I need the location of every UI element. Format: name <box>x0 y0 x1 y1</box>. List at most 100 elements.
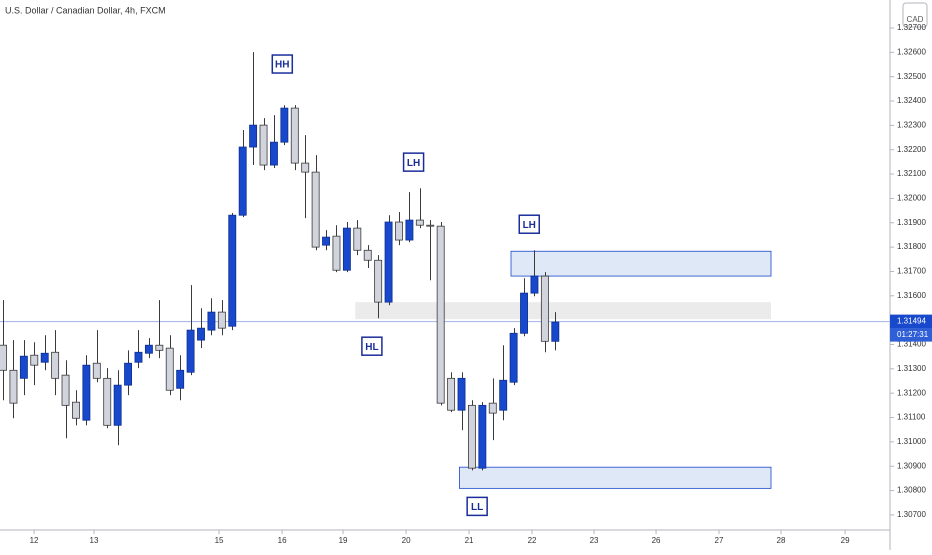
countdown-box <box>890 328 932 342</box>
y-tick-label: 1.30800 <box>897 486 926 495</box>
y-tick-label: 1.32000 <box>897 194 926 203</box>
candle-body <box>61 374 70 406</box>
x-tick-label: 23 <box>590 536 599 545</box>
zone <box>355 302 771 320</box>
annotation-box <box>402 152 425 172</box>
candle-body <box>72 401 80 419</box>
x-tick-label: 29 <box>841 536 850 545</box>
price-label: 1.31494 <box>897 317 926 326</box>
candle-body <box>280 107 289 143</box>
zone <box>510 250 772 277</box>
candle-body <box>249 124 258 148</box>
annotation-label: LH <box>523 220 536 231</box>
candle-body <box>197 327 205 341</box>
candle-body <box>82 364 91 421</box>
y-tick-label: 1.31700 <box>897 267 926 276</box>
candle-body <box>40 352 49 363</box>
candle-body <box>228 214 237 327</box>
chart-title: U.S. Dollar / Canadian Dollar, 4h, FXCM <box>5 5 166 15</box>
y-tick-label: 1.31600 <box>897 291 926 300</box>
y-tick-label: 1.31300 <box>897 364 926 373</box>
annotation-label: LL <box>471 502 483 513</box>
x-tick-label: 16 <box>278 536 287 545</box>
candle-body <box>238 146 247 216</box>
candle-body <box>540 275 549 342</box>
annotation-label: HH <box>275 60 289 71</box>
x-tick-label: 26 <box>652 536 661 545</box>
candle-body <box>217 311 226 329</box>
x-tick-label: 21 <box>465 536 474 545</box>
candle-body <box>176 369 185 389</box>
candle-body <box>207 311 216 331</box>
zone <box>459 466 772 489</box>
candle-body <box>436 225 445 404</box>
y-tick-label: 1.32400 <box>897 96 926 105</box>
x-tick-label: 19 <box>339 536 348 545</box>
x-tick-label: 22 <box>528 536 537 545</box>
annotation-box <box>518 214 540 234</box>
candle-body <box>322 236 330 246</box>
candle-body <box>155 344 164 351</box>
y-tick-label: 1.32700 <box>897 23 926 32</box>
candle-body <box>478 404 487 469</box>
y-tick-label: 1.32300 <box>897 120 926 129</box>
y-tick-label: 1.30700 <box>897 510 926 519</box>
candle-body <box>113 384 122 426</box>
candle-body <box>426 224 435 227</box>
candle-body <box>311 171 320 248</box>
candle-body <box>530 275 539 294</box>
candle-body <box>520 292 528 334</box>
candle-body <box>259 124 268 166</box>
y-tick-label: 1.31400 <box>897 340 926 349</box>
y-tick-label: 1.32500 <box>897 72 926 81</box>
candle-body <box>186 329 195 373</box>
y-tick-label: 1.31800 <box>897 242 926 251</box>
currency-badge[interactable] <box>902 2 928 28</box>
candle-body <box>457 377 466 411</box>
annotation-box <box>466 496 488 517</box>
candle-body <box>144 344 153 354</box>
candle-body <box>342 227 351 271</box>
candle-body <box>92 362 101 379</box>
price-label-box <box>890 314 932 329</box>
candle-body <box>51 351 60 379</box>
y-tick-label: 1.32100 <box>897 169 926 178</box>
annotation-label: HL <box>365 342 378 353</box>
annotation-box <box>271 54 294 74</box>
x-tick-label: 13 <box>90 536 99 545</box>
candle-body <box>395 221 403 241</box>
candle-body <box>447 377 456 411</box>
candle-body <box>499 379 508 411</box>
candle-body <box>301 162 310 173</box>
candle-body <box>134 351 143 363</box>
candle-body <box>353 227 362 251</box>
x-tick-label: 28 <box>777 536 786 545</box>
candle-body <box>374 259 383 303</box>
candle-body <box>124 362 133 386</box>
countdown-label: 01:27:31 <box>897 330 929 339</box>
candle-body <box>270 141 278 166</box>
candle-body <box>488 402 497 414</box>
candle-body <box>9 369 18 404</box>
x-tick-label: 12 <box>30 536 39 545</box>
currency-label[interactable]: CAD <box>907 15 924 24</box>
y-tick-label: 1.31000 <box>897 437 926 446</box>
candle-body <box>405 219 414 241</box>
candle-body <box>103 377 112 426</box>
candle-body <box>290 107 299 164</box>
annotation-box <box>361 336 383 356</box>
candle-body <box>415 219 424 226</box>
candle-body <box>509 332 518 383</box>
y-tick-label: 1.31100 <box>897 413 926 422</box>
x-tick-label: 27 <box>715 536 724 545</box>
y-tick-label: 1.32600 <box>897 47 926 56</box>
candle-body <box>384 221 393 303</box>
x-tick-label: 20 <box>402 536 411 545</box>
y-tick-label: 1.31200 <box>897 388 926 397</box>
candle-body <box>332 235 341 271</box>
annotation-label: LH <box>407 158 420 169</box>
x-tick-label: 15 <box>215 536 224 545</box>
candle-body <box>19 355 28 379</box>
